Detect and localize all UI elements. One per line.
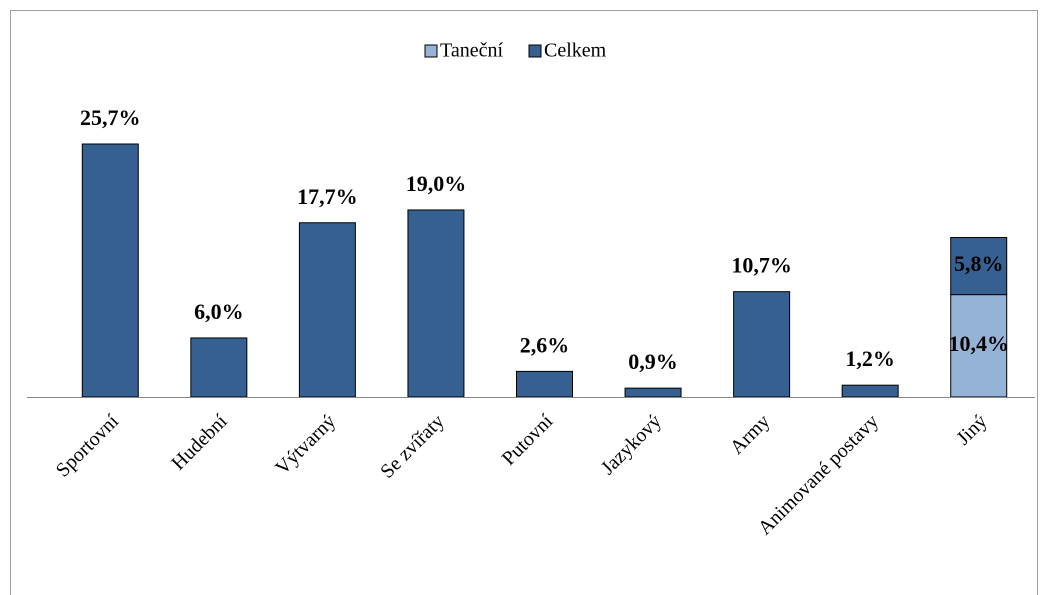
chart-frame	[10, 10, 1038, 595]
bar	[81, 143, 139, 398]
bar	[950, 237, 1008, 296]
x-tick-label: Putovní	[498, 410, 558, 470]
bar	[841, 384, 899, 398]
bar	[950, 294, 1008, 398]
legend-label: Celkem	[544, 40, 607, 62]
x-tick-label: Sportovní	[52, 410, 124, 482]
x-tick-label: Se zvířaty	[376, 410, 449, 483]
value-label: 1,2%	[845, 346, 895, 371]
value-label: 6,0%	[194, 299, 244, 324]
x-tick-label: Army	[726, 410, 775, 459]
bar	[516, 370, 573, 398]
bar	[733, 291, 791, 398]
value-label: 10,4%	[948, 331, 1009, 356]
legend-swatch	[528, 44, 542, 58]
bar	[298, 222, 356, 398]
value-label: 25,7%	[80, 105, 141, 130]
x-tick-label: Animované postavy	[754, 410, 883, 539]
legend-label: Taneční	[440, 40, 503, 62]
value-label: 10,7%	[731, 253, 792, 278]
bar	[624, 387, 682, 398]
value-label: 17,7%	[297, 184, 358, 209]
value-label: 5,8%	[954, 251, 1004, 276]
bar	[407, 209, 465, 398]
legend-swatch	[424, 44, 438, 58]
x-tick-label: Jiný	[952, 410, 991, 449]
x-tick-label: Hudební	[167, 410, 232, 475]
value-label: 2,6%	[520, 332, 570, 357]
x-tick-label: Jazykový	[597, 410, 666, 479]
value-label: 0,9%	[628, 349, 678, 374]
x-tick-label: Výtvarný	[271, 410, 340, 479]
bar	[190, 337, 248, 398]
value-label: 19,0%	[406, 171, 467, 196]
